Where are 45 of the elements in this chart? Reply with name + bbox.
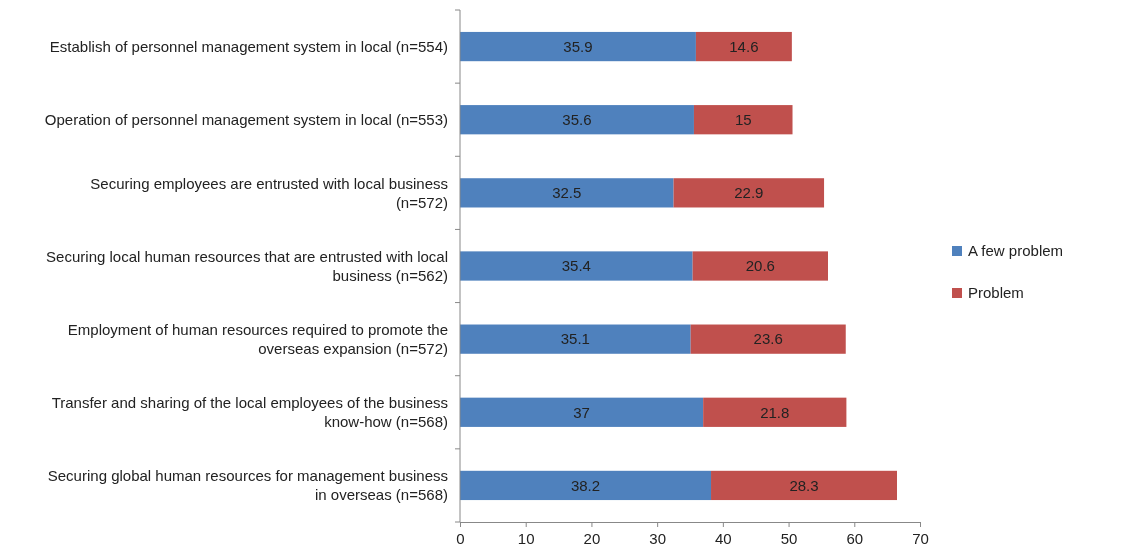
- data-label: 37: [573, 403, 590, 421]
- data-label: 15: [734, 110, 752, 128]
- y-tick-label: Securing local human resources that are entrusted with local business (n=562): [46, 247, 448, 284]
- y-tick-label: Employment of human resources required to promote the overseas expansion (n=572): [67, 320, 448, 357]
- bar: [695, 31, 792, 62]
- bar: [460, 397, 704, 427]
- bar: [460, 105, 694, 135]
- y-tick-label: Securing global human resources for management business in overseas (n=568): [47, 467, 448, 504]
- data-label: 28.3: [789, 476, 819, 494]
- legend-label: Problem: [968, 284, 1024, 302]
- x-tick-label: 40: [715, 529, 732, 547]
- y-tick-label: Transfer and sharing of the local employees of the business know-how (n=568): [51, 394, 448, 431]
- bar: [673, 178, 825, 208]
- data-label: 20.6: [745, 257, 775, 275]
- data-label: 35.1: [560, 330, 590, 348]
- bar: [693, 105, 793, 135]
- legend-label: A few problem: [968, 242, 1064, 260]
- data-label: 35.4: [561, 257, 591, 275]
- data-label: 35.6: [562, 110, 592, 128]
- x-tick-label: 10: [517, 529, 535, 547]
- bar: [460, 470, 712, 501]
- y-tick-label: Operation of personnel management system in local (n=553): [44, 110, 448, 128]
- x-tick-label: 0: [456, 529, 465, 547]
- data-label: 14.6: [729, 37, 759, 55]
- bar: [460, 324, 691, 354]
- bar: [460, 251, 693, 281]
- x-tick-label: 30: [649, 529, 666, 547]
- data-label: 38.2: [570, 476, 601, 494]
- data-label: 22.9: [734, 184, 764, 202]
- x-tick-label: 50: [780, 529, 798, 547]
- bar: [711, 470, 897, 501]
- data-label: 35.9: [563, 37, 593, 55]
- bar: [692, 251, 828, 281]
- y-tick-label: Establish of personnel management system in local (n=554): [49, 37, 448, 55]
- x-tick-label: 60: [846, 529, 864, 547]
- data-label: 32.5: [552, 184, 582, 202]
- x-tick-label: 20: [583, 529, 601, 547]
- bar: [460, 31, 696, 62]
- y-tick-label: Securing employees are entrusted with local business (n=572): [90, 174, 448, 211]
- data-label: 21.8: [760, 403, 790, 421]
- x-tick-label: 70: [912, 529, 929, 547]
- data-label: 23.6: [753, 330, 783, 348]
- bar: [690, 324, 846, 354]
- bar: [460, 178, 674, 208]
- bar: [703, 397, 847, 427]
